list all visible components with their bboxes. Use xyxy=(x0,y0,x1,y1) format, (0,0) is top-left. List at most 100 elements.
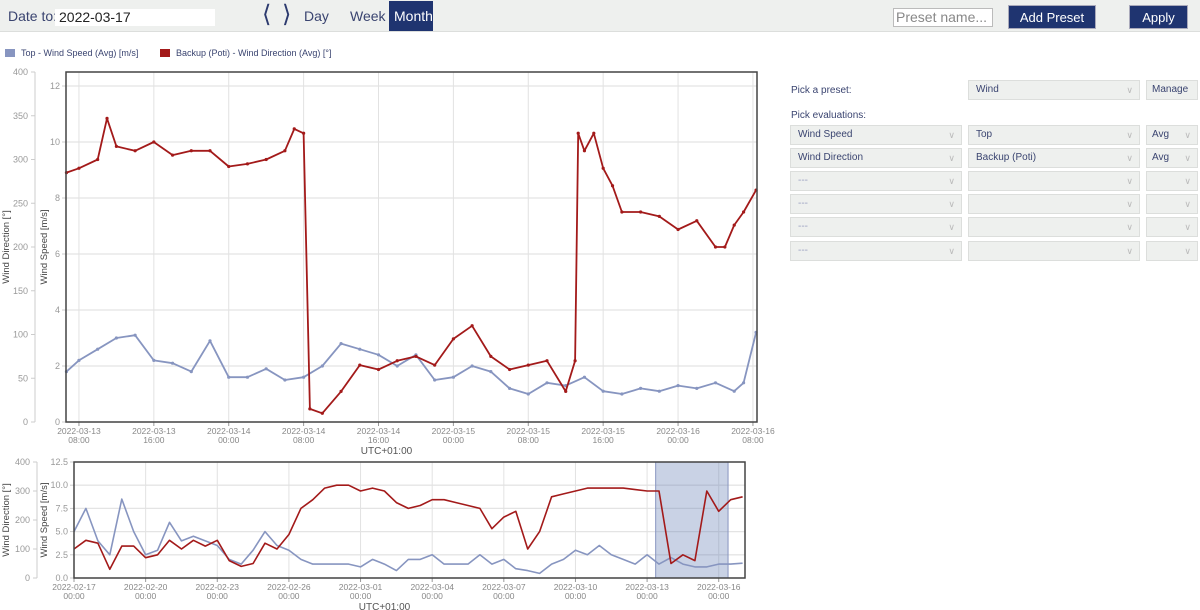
x-tick-time: 00:00 xyxy=(350,591,372,601)
data-point xyxy=(96,347,100,351)
eval-aggregate-select[interactable]: ∨ xyxy=(1146,171,1198,191)
chevron-down-icon: ∨ xyxy=(948,130,955,140)
data-point xyxy=(732,223,736,227)
y-tick-label-speed: 10 xyxy=(50,137,60,147)
chevron-down-icon: ∨ xyxy=(1184,199,1191,209)
x-tick-date: 2022-03-16 xyxy=(697,582,741,592)
data-point xyxy=(245,375,250,379)
range-day-button[interactable]: Day xyxy=(304,8,329,24)
select-value: --- xyxy=(798,175,808,186)
data-point xyxy=(96,157,100,162)
main-chart: 0 50 100 150 200 250 300 350 400 0 2 4 6 8 10 12 2022-03… xyxy=(1,67,775,457)
date-input[interactable]: 2022-03-17 xyxy=(55,9,215,26)
x-tick-date: 2022-02-17 xyxy=(52,582,96,592)
chevron-down-icon: ∨ xyxy=(1126,246,1133,256)
eval-measure-select[interactable]: --- ∨ xyxy=(790,171,962,191)
eval-measure-select[interactable]: --- ∨ xyxy=(790,194,962,214)
preset-name-input[interactable]: Preset name... xyxy=(893,8,993,27)
eval-measure-select[interactable]: Wind Direction ∨ xyxy=(790,148,962,168)
eval-measure-select[interactable]: Wind Speed ∨ xyxy=(790,125,962,145)
eval-sensor-select[interactable]: ∨ xyxy=(968,171,1140,191)
x-tick-date: 2022-02-26 xyxy=(267,582,311,592)
chevron-down-icon: ∨ xyxy=(1184,176,1191,186)
add-preset-button[interactable]: Add Preset xyxy=(1008,5,1096,29)
data-point xyxy=(676,384,680,388)
chevron-right-icon[interactable]: ⟩ xyxy=(282,1,292,28)
eval-sensor-select[interactable]: Backup (Poti) ∨ xyxy=(968,148,1140,168)
chevron-down-icon: ∨ xyxy=(948,199,955,209)
charts[interactable]: 0 50 100 150 200 250 300 350 400 0 2 4 6 8 10 12 2022-03… xyxy=(0,0,780,610)
data-point xyxy=(189,149,193,153)
x-tick-date: 2022-03-01 xyxy=(339,582,383,592)
wind-speed-series xyxy=(65,332,757,395)
eval-sensor-select[interactable]: ∨ xyxy=(968,194,1140,214)
x-tick-date: 2022-03-04 xyxy=(410,582,454,592)
data-point xyxy=(582,375,587,379)
data-point xyxy=(170,153,175,157)
eval-measure-select[interactable]: --- ∨ xyxy=(790,217,962,237)
y-tick-label-speed: 6 xyxy=(55,249,60,259)
data-point xyxy=(170,361,175,365)
data-point xyxy=(414,354,418,358)
data-point xyxy=(264,367,268,371)
preset-select[interactable]: Wind ∨ xyxy=(968,80,1140,100)
data-point xyxy=(189,370,193,374)
eval-sensor-select[interactable]: Top ∨ xyxy=(968,125,1140,145)
eval-aggregate-select[interactable]: Avg ∨ xyxy=(1146,125,1198,145)
data-point xyxy=(152,140,156,144)
data-point xyxy=(601,389,605,393)
eval-sensor-select[interactable]: ∨ xyxy=(968,241,1140,261)
data-point xyxy=(601,166,605,170)
range-month-button[interactable]: Month xyxy=(389,1,433,31)
data-point xyxy=(152,358,156,362)
y-tick-label-direction: 0 xyxy=(25,573,30,583)
chevron-left-icon[interactable]: ⟨ xyxy=(262,1,272,28)
x-tick-time: 08:00 xyxy=(293,435,315,445)
data-point xyxy=(376,367,381,372)
data-point xyxy=(245,162,250,166)
toolbar: Date to: 2022-03-17 ⟨ ⟩ Day Week Month P… xyxy=(0,0,1200,32)
apply-button[interactable]: Apply xyxy=(1129,5,1188,29)
data-point xyxy=(292,127,296,131)
eval-aggregate-select[interactable]: ∨ xyxy=(1146,241,1198,261)
y-tick-label-direction: 350 xyxy=(13,111,28,121)
x-tick-date: 2022-03-07 xyxy=(482,582,526,592)
y-tick-label-speed: 12.5 xyxy=(50,457,68,467)
data-point xyxy=(133,149,137,153)
legend-item-speed[interactable]: Top - Wind Speed (Avg) [m/s] xyxy=(5,48,138,58)
legend-item-direction[interactable]: Backup (Poti) - Wind Direction (Avg) [°] xyxy=(160,48,331,58)
x-tick-time: 00:00 xyxy=(63,591,85,601)
y-tick-label-speed: 4 xyxy=(55,305,60,315)
data-point xyxy=(264,157,268,162)
data-point xyxy=(723,245,727,249)
chevron-down-icon: ∨ xyxy=(1184,246,1191,256)
eval-aggregate-select[interactable]: ∨ xyxy=(1146,217,1198,237)
manage-button[interactable]: Manage xyxy=(1146,80,1198,100)
plot-frame xyxy=(65,71,758,423)
range-week-button[interactable]: Week xyxy=(350,8,386,24)
x-tick-time: 00:00 xyxy=(207,591,229,601)
x-tick-date: 2022-03-14 xyxy=(357,426,401,436)
data-point xyxy=(489,354,493,358)
x-tick-date: 2022-02-20 xyxy=(124,582,168,592)
data-point xyxy=(741,210,746,214)
chevron-down-icon: ∨ xyxy=(948,153,955,163)
eval-sensor-select[interactable]: ∨ xyxy=(968,217,1140,237)
y-tick-label-speed: 12 xyxy=(50,81,60,91)
date-label: Date to: xyxy=(8,8,58,24)
data-point xyxy=(395,359,399,363)
data-point xyxy=(489,370,493,374)
data-point xyxy=(208,339,212,343)
data-point xyxy=(695,219,699,223)
eval-aggregate-select[interactable]: Avg ∨ xyxy=(1146,148,1198,168)
eval-aggregate-select[interactable]: ∨ xyxy=(1146,194,1198,214)
y-axis-label-direction: Wind Direction [°] xyxy=(1,483,12,557)
eval-measure-select[interactable]: --- ∨ xyxy=(790,241,962,261)
select-value: --- xyxy=(798,245,808,256)
data-point xyxy=(657,389,661,393)
x-tick-time: 00:00 xyxy=(636,591,658,601)
data-point xyxy=(77,358,81,362)
select-value: Top xyxy=(976,129,993,140)
data-point xyxy=(433,378,437,382)
data-point xyxy=(713,245,718,249)
